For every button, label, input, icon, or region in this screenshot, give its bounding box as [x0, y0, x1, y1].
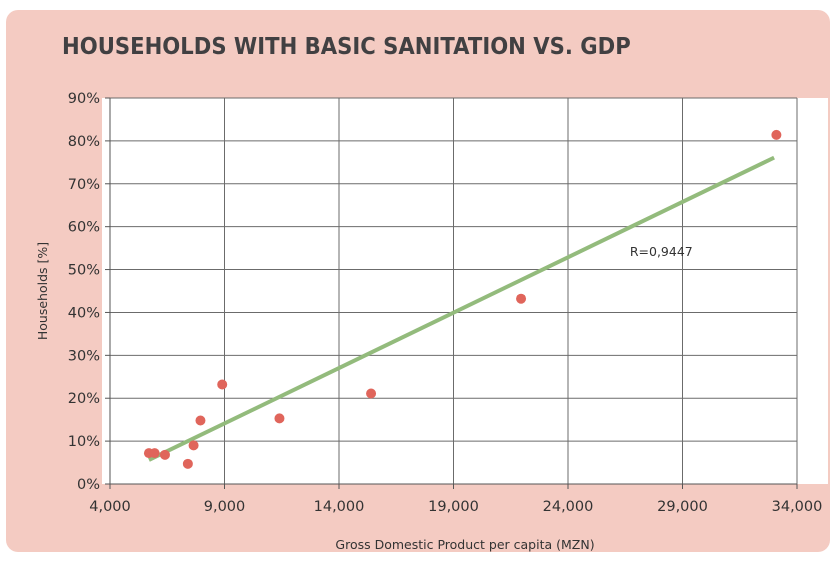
y-tick-label: 30%: [68, 348, 100, 364]
data-point: [516, 293, 527, 304]
data-point: [182, 458, 193, 469]
data-point: [217, 379, 228, 390]
x-tick-labels: 4,000 9,000 14,000 19,000 24,000 29,000 34,000: [89, 499, 822, 515]
data-point: [149, 448, 160, 459]
trendline: [148, 155, 775, 462]
x-tick-label: 19,000: [428, 499, 479, 515]
x-tick-label: 29,000: [657, 499, 708, 515]
r-value-annotation: R=0,9447: [630, 244, 693, 259]
axes: [105, 97, 798, 489]
data-point: [771, 129, 782, 140]
y-tick-label: 10%: [68, 434, 100, 450]
y-tick-label: 70%: [68, 177, 100, 193]
y-axis-title: Households [%]: [35, 242, 50, 340]
chart-title: HOUSEHOLDS WITH BASIC SANITATION VS. GDP: [62, 34, 631, 60]
data-point: [159, 449, 170, 460]
y-tick-label: 40%: [68, 305, 100, 321]
data-point: [188, 440, 199, 451]
x-tick-label: 9,000: [204, 499, 246, 515]
y-tick-label: 20%: [68, 391, 100, 407]
data-point: [195, 415, 206, 426]
y-tick-label: 90%: [68, 91, 100, 107]
plot-area: [102, 98, 828, 484]
y-tick-label: 0%: [77, 477, 100, 493]
data-point: [366, 388, 377, 399]
y-tick-label: 60%: [68, 220, 100, 236]
data-point: [274, 413, 285, 424]
x-axis-title: Gross Domestic Product per capita (MZN): [335, 537, 594, 552]
x-tick-label: 24,000: [543, 499, 594, 515]
y-tick-label: 80%: [68, 134, 100, 150]
y-tick-label: 50%: [68, 263, 100, 279]
x-tick-label: 4,000: [89, 499, 131, 515]
grid-lines: [109, 97, 798, 485]
data-points: [143, 129, 782, 469]
x-tick-label: 34,000: [772, 499, 823, 515]
y-tick-labels: 0% 10% 20% 30% 40% 50% 60% 70% 80% 90%: [68, 91, 100, 493]
x-tick-label: 14,000: [314, 499, 365, 515]
